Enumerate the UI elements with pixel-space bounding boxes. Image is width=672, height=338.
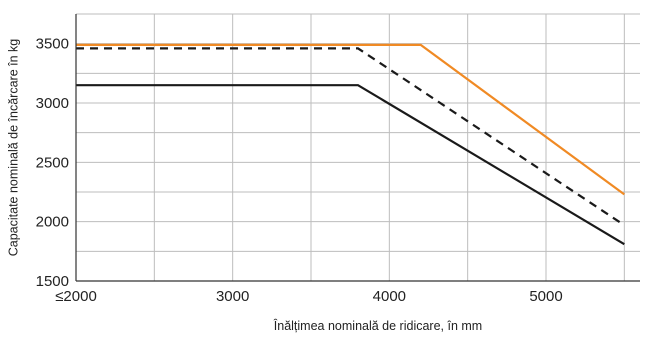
x-axis-title: Înălțimea nominală de ridicare, în mm <box>273 318 482 333</box>
x-tick-label-2: 4000 <box>373 288 406 305</box>
series-line-1 <box>76 47 625 227</box>
series-layer <box>76 43 625 246</box>
y-tick-label-0: 1500 <box>36 273 69 290</box>
tick-labels: ≤2000 3000 4000 5000 1500 2000 2500 3000 3500 <box>36 36 563 305</box>
y-axis-title: Capacitate nominală de încărcare în kg <box>6 39 20 257</box>
y-tick-label-4: 3500 <box>36 36 69 53</box>
x-tick-label-0: ≤2000 <box>55 288 97 305</box>
grid <box>75 13 640 282</box>
plot-frame <box>75 14 640 282</box>
x-tick-label-1: 3000 <box>216 288 249 305</box>
series-line-2 <box>76 84 625 246</box>
series-line-0 <box>76 43 625 196</box>
y-tick-label-2: 2500 <box>36 154 69 171</box>
y-tick-label-1: 2000 <box>36 214 69 231</box>
y-tick-label-3: 3000 <box>36 95 69 112</box>
x-tick-label-3: 5000 <box>529 288 562 305</box>
